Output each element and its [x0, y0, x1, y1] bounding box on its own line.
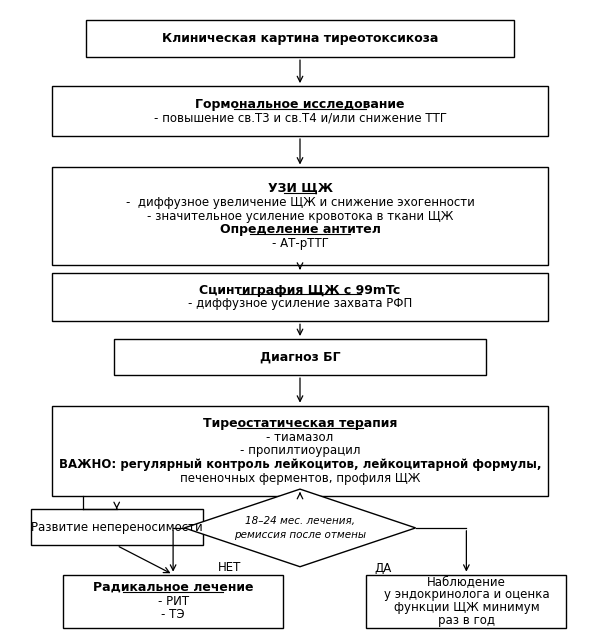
Text: у эндокринолога и оценка: у эндокринолога и оценка: [383, 588, 549, 602]
Polygon shape: [184, 489, 416, 567]
Text: Развитие непереносимости: Развитие непереносимости: [31, 521, 203, 534]
Text: Определение антител: Определение антител: [220, 223, 380, 236]
Text: функции ЩЖ минимум: функции ЩЖ минимум: [394, 601, 539, 614]
Bar: [31, 509, 203, 546]
Bar: [114, 339, 486, 375]
Bar: [52, 86, 548, 136]
Bar: [366, 575, 566, 628]
Text: - пропилтиоурацил: - пропилтиоурацил: [240, 444, 360, 457]
Text: ВАЖНО: регулярный контроль лейкоцитов, лейкоцитарной формулы,: ВАЖНО: регулярный контроль лейкоцитов, л…: [59, 458, 541, 471]
Text: Гормональное исследование: Гормональное исследование: [195, 98, 405, 110]
Text: - РИТ: - РИТ: [158, 594, 188, 607]
Text: Диагноз БГ: Диагноз БГ: [260, 351, 340, 363]
Text: печеночных ферментов, профиля ЩЖ: печеночных ферментов, профиля ЩЖ: [180, 472, 420, 485]
Text: - повышение св.Т3 и св.T4 и/или снижение ТТГ: - повышение св.Т3 и св.T4 и/или снижение…: [154, 112, 446, 125]
Text: - диффузное усиление захвата РФП: - диффузное усиление захвата РФП: [188, 297, 412, 310]
Text: 18–24 мес. лечения,: 18–24 мес. лечения,: [245, 516, 355, 526]
Text: Радикальное лечение: Радикальное лечение: [93, 581, 253, 594]
Text: Сцинтиграфия ЩЖ с 99mTc: Сцинтиграфия ЩЖ с 99mTc: [199, 284, 401, 297]
Text: ремиссия после отмены: ремиссия после отмены: [234, 530, 366, 540]
Bar: [52, 272, 548, 322]
Text: НЕТ: НЕТ: [218, 562, 241, 575]
Text: - тиамазол: - тиамазол: [266, 431, 334, 444]
Text: Тиреостатическая терапия: Тиреостатическая терапия: [203, 417, 397, 430]
Bar: [86, 20, 514, 57]
Text: УЗИ ЩЖ: УЗИ ЩЖ: [268, 182, 332, 195]
Text: раз в год: раз в год: [438, 614, 495, 627]
Text: - значительное усиление кровотока в ткани ЩЖ: - значительное усиление кровотока в ткан…: [147, 210, 453, 223]
Bar: [52, 406, 548, 496]
Text: -  диффузное увеличение ЩЖ и снижение эхогенности: - диффузное увеличение ЩЖ и снижение эхо…: [125, 196, 475, 209]
Bar: [52, 168, 548, 265]
Bar: [63, 575, 283, 628]
Text: - АТ-рТТГ: - АТ-рТТГ: [272, 238, 328, 250]
Text: Наблюдение: Наблюдение: [427, 575, 506, 589]
Text: Клиническая картина тиреотоксикоза: Клиническая картина тиреотоксикоза: [162, 32, 438, 45]
Text: - ТЭ: - ТЭ: [161, 609, 185, 621]
Text: ДА: ДА: [375, 562, 392, 575]
